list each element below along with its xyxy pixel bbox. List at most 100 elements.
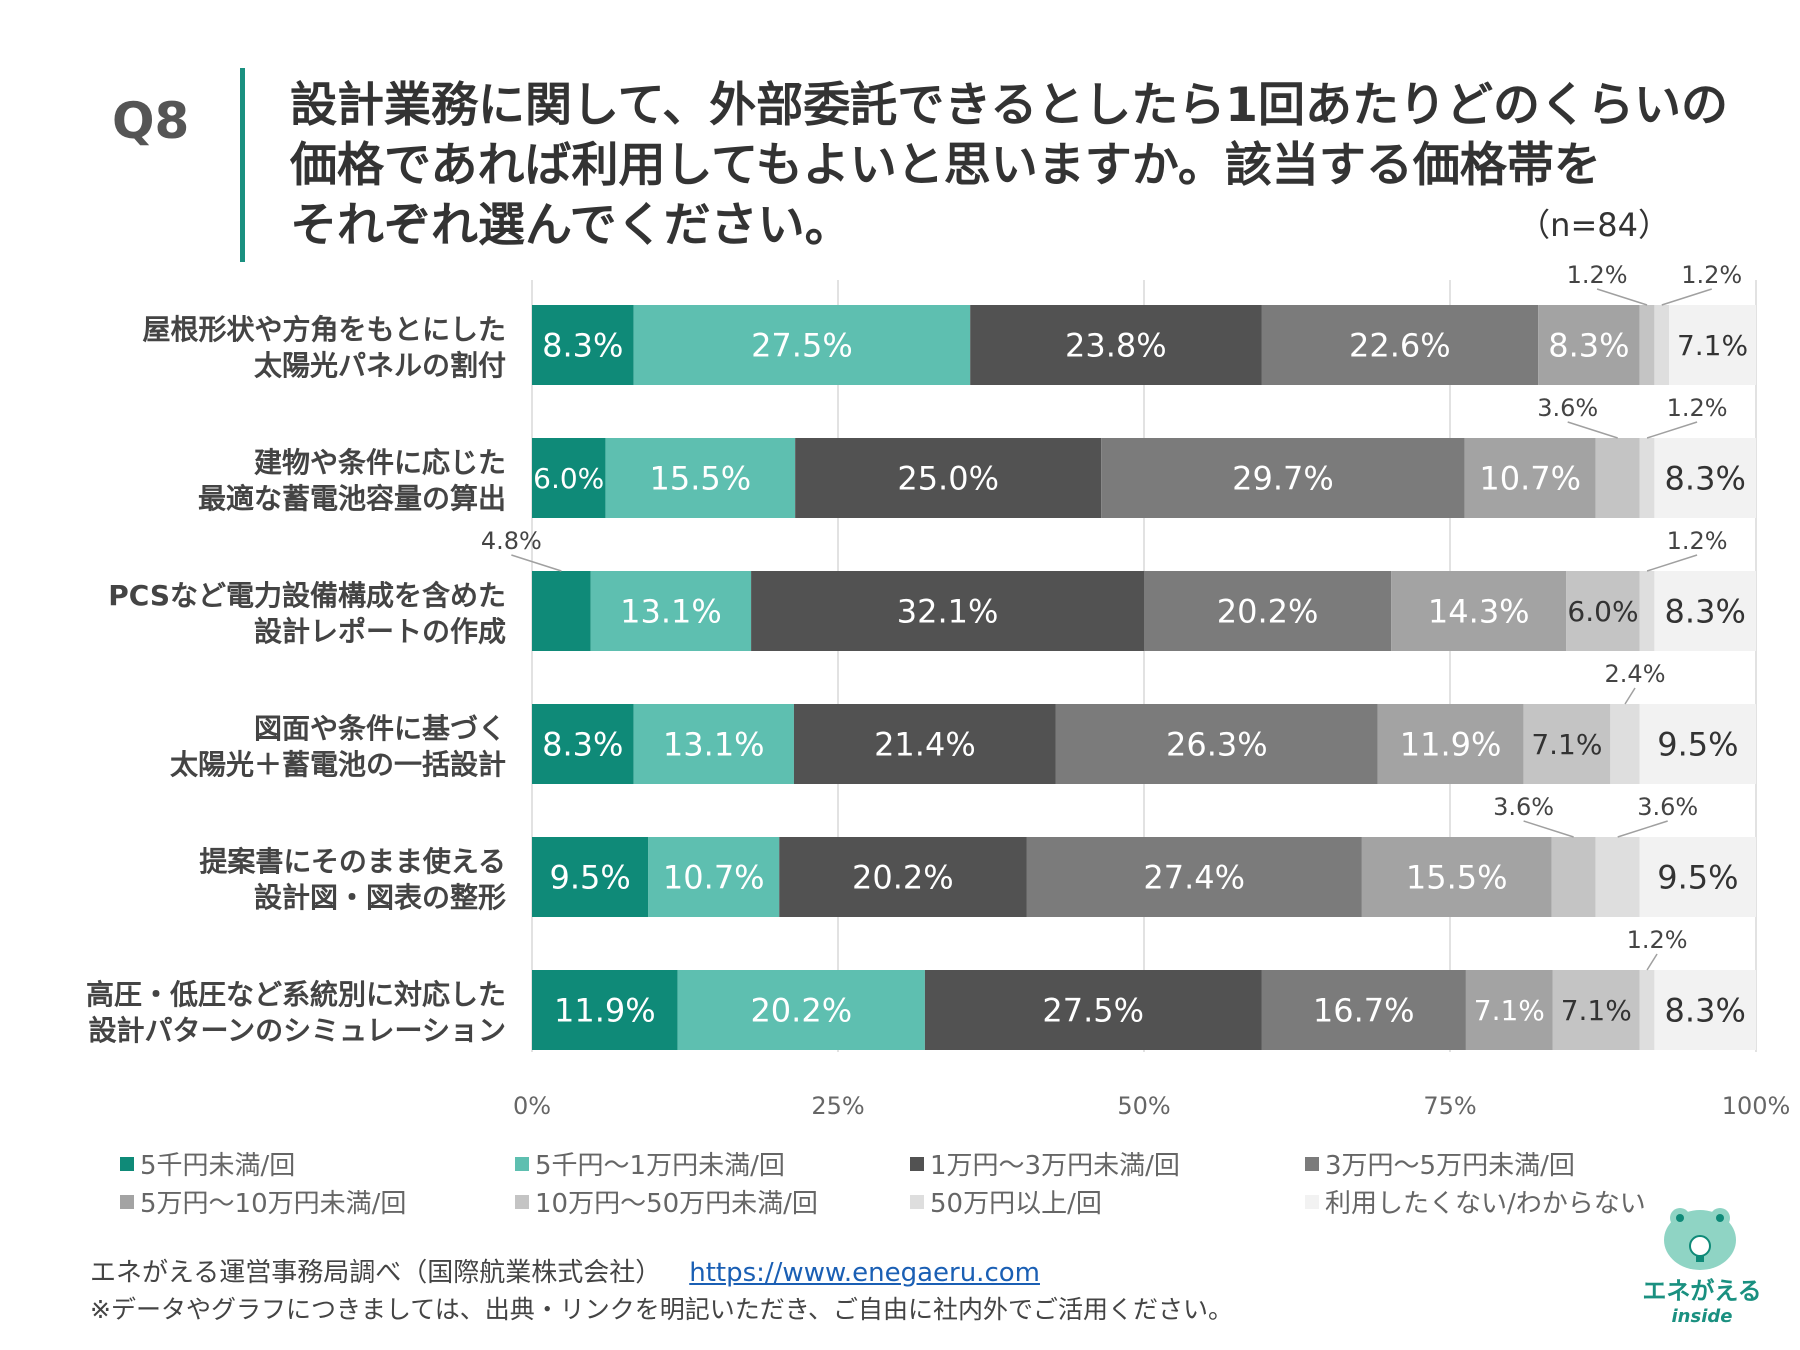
legend-label: 5万円～10万円未満/回 [140,1189,407,1219]
callout-leader [1646,554,1698,572]
bar-segment [970,305,1262,385]
bar-segment [532,970,678,1050]
legend-item: 5千円～1万円未満/回 [515,1145,785,1182]
callout-leader [1617,820,1668,838]
bar-segment [1639,704,1756,784]
bar-segment [1639,305,1655,385]
callout-label: 1.2% [1667,527,1728,555]
callout-leader [1624,687,1636,705]
bar-value-label: 27.5% [1042,992,1144,1030]
bar-value-label: 26.3% [1166,726,1268,764]
bar-value-label: 8.3% [542,726,623,764]
title-line-2: 価格であれば利用してもよいと思いますか。該当する価格帯を [290,138,1601,193]
bar-segment [1523,704,1611,784]
callout-leader [1646,953,1658,971]
legend-swatch [1305,1156,1319,1171]
legend-label: 利用したくない/わからない [1325,1189,1646,1219]
bar-value-label: 10.7% [1479,460,1581,498]
bar-value-label: 8.3% [1665,593,1746,631]
bar-value-label: 21.4% [874,726,976,764]
bar-value-label: 20.2% [1217,593,1319,631]
usage-note: ※データやグラフにつきましては、出典・リンクを明記いただき、ご自由に社内外でご活… [90,1295,1233,1324]
bar-segment [633,704,794,784]
bar-value-label: 27.5% [751,327,853,365]
x-tick-label: 75% [1423,1092,1476,1120]
bar-value-label: 13.1% [663,726,765,764]
bar-value-label: 15.5% [649,460,751,498]
bar-value-label: 7.1% [1531,728,1602,761]
category-label: 設計レポートの作成 [254,615,506,648]
category-label: 最適な蓄電池容量の算出 [198,482,506,515]
bar-segment [1144,571,1392,651]
bar-value-label: 6.0% [533,462,604,495]
question-number: Q8 [112,92,190,150]
callout-label: 1.2% [1681,261,1742,289]
bar-segment [590,571,752,651]
sample-size-label: （n=84） [1518,206,1670,244]
bar-value-label: 8.3% [1548,327,1629,365]
bar-segment [1595,438,1640,518]
bar-segment [1261,305,1539,385]
bar-segment [532,571,591,651]
bar-value-label: 11.9% [1400,726,1502,764]
bar-segment [1654,571,1756,651]
bar-value-label: 20.2% [852,859,954,897]
title-line-1: 設計業務に関して、外部委託できるとしたら1回あたりどのくらいの [290,78,1729,133]
bar-segment [1566,571,1640,651]
callout-leader [1523,820,1574,838]
bar-segment [1465,970,1553,1050]
bar-segment [1464,438,1596,518]
legend-label: 1万円～3万円未満/回 [930,1151,1180,1181]
category-label: 設計パターンのシミュレーション [89,1014,506,1047]
bar-segment [1639,970,1655,1050]
bar-value-label: 22.6% [1349,327,1451,365]
legend-item: 3万円～5万円未満/回 [1305,1145,1575,1182]
logo-sub: inside [1671,1306,1733,1327]
bar-segment [1654,970,1756,1050]
bar-segment [1610,704,1640,784]
legend-swatch [515,1194,529,1209]
category-label: 太陽光＋蓄電池の一括設計 [170,748,506,781]
bar-segment [648,837,780,917]
bar-segment [1101,438,1465,518]
bar-segment [633,305,971,385]
callout-label: 2.4% [1605,660,1666,688]
callout-leader [511,554,562,572]
callout-leader [1646,421,1698,439]
logo-text: エネがえる inside [1632,1278,1772,1330]
bar-value-label: 11.9% [554,992,656,1030]
legend-swatch [910,1194,924,1209]
bar-segment [1669,305,1756,385]
bar-segment [1639,571,1655,651]
bar-value-label: 10.7% [663,859,765,897]
stacked-bar-chart: 0% 25% 50% 75% 100% 屋根形状や方角をもとにした太陽光パネルの割付建物や… [86,261,1790,1120]
bar-value-label: 20.2% [750,992,852,1030]
bar-value-label: 8.3% [542,327,623,365]
legend-label: 50万円以上/回 [930,1189,1102,1219]
bar-segment [1639,837,1756,917]
bar-segment [1551,837,1596,917]
bar-segment [1391,571,1567,651]
legend-swatch [910,1156,924,1171]
bar-value-label: 13.1% [620,593,722,631]
source-link[interactable]: https://www.enegaeru.com [689,1258,1040,1288]
bar-segment [1654,305,1670,385]
category-label: 図面や条件に基づく [254,712,506,745]
callout-label: 1.2% [1567,261,1628,289]
bar-segment [1552,970,1640,1050]
callout-label: 1.2% [1667,394,1728,422]
title-line-3: それぞれ選んでください。 [290,198,852,253]
legend-swatch [120,1194,134,1209]
bar-value-label: 9.5% [1657,726,1738,764]
callout-leader [1567,421,1618,439]
legend-item: 10万円～50万円未満/回 [515,1183,818,1220]
category-label: 太陽光パネルの割付 [254,349,506,382]
bar-segment [1026,837,1362,917]
callout-label: 4.8% [481,527,542,555]
bar-value-label: 25.0% [897,460,999,498]
category-label: PCSなど電力設備構成を含めた [108,579,506,612]
bar-segment [779,837,1027,917]
category-label: 高圧・低圧など系統別に対応した [86,978,506,1011]
category-label: 提案書にそのまま使える [199,845,506,878]
legend-label: 5千円未満/回 [140,1151,296,1181]
